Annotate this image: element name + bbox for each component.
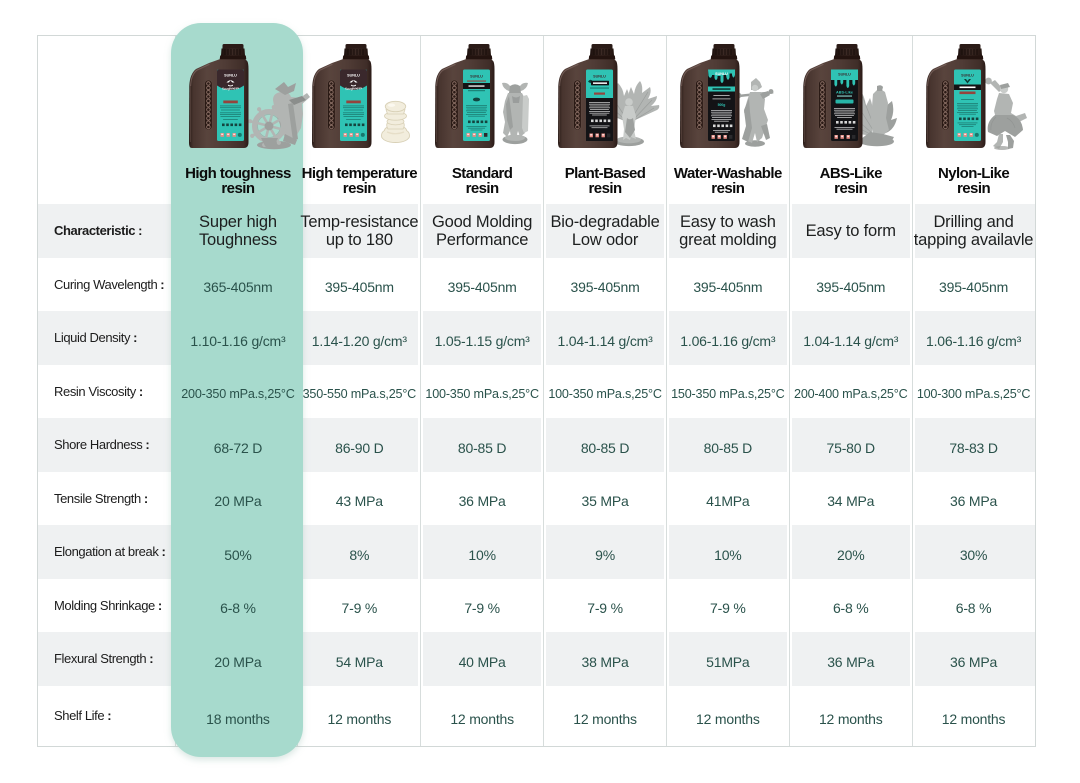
svg-text:SUNLU: SUNLU [470,75,483,79]
svg-text:SUNLU: SUNLU [961,74,974,78]
svg-text:500g: 500g [718,103,726,107]
svg-text:Toughness: Toughness [222,86,239,91]
svg-text:SUNLU: SUNLU [838,73,851,77]
svg-text:SUNLU: SUNLU [593,75,606,79]
svg-text:SUNLU: SUNLU [347,74,360,78]
svg-text:SUNLU: SUNLU [224,74,237,78]
svg-text:Toughness: Toughness [345,86,362,91]
svg-text:SUNLU: SUNLU [716,72,729,76]
svg-text:ABS-Like: ABS-Like [836,91,853,95]
